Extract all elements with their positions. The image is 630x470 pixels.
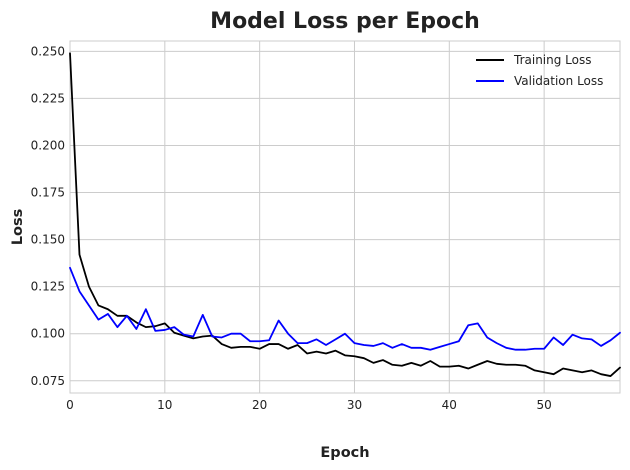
y-tick-label: 0.100 (31, 327, 65, 341)
y-tick-label: 0.225 (31, 91, 65, 105)
y-tick-label: 0.250 (31, 44, 65, 58)
x-axis-label: Epoch (320, 445, 369, 461)
y-tick-label: 0.175 (31, 186, 65, 200)
y-tick-label: 0.200 (31, 138, 65, 152)
x-tick-label: 10 (157, 398, 172, 412)
x-tick-label: 20 (252, 398, 267, 412)
y-axis-label: Loss (10, 209, 26, 245)
legend-label-training-loss: Training Loss (513, 53, 591, 67)
plot-frame (69, 40, 621, 394)
legend-label-validation-loss: Validation Loss (514, 74, 603, 88)
x-tick-label: 40 (442, 398, 457, 412)
grid (69, 41, 620, 393)
validation-loss-line (69, 266, 621, 351)
tick-labels: 0 10 20 30 40 50 0.075 0.100 0.125 0.150 0.175 0.20… (31, 44, 552, 412)
series-lines (69, 52, 621, 377)
plot-border (69, 40, 621, 394)
chart-title: Model Loss per Epoch (210, 9, 480, 34)
y-tick-label: 0.125 (31, 280, 65, 294)
x-tick-label: 30 (347, 398, 362, 412)
legend: Training Loss Validation Loss (476, 53, 603, 88)
training-loss-line (69, 52, 621, 377)
y-tick-label: 0.075 (31, 374, 65, 388)
x-tick-label: 50 (536, 398, 551, 412)
y-tick-label: 0.150 (31, 233, 65, 247)
x-tick-label: 0 (66, 398, 74, 412)
